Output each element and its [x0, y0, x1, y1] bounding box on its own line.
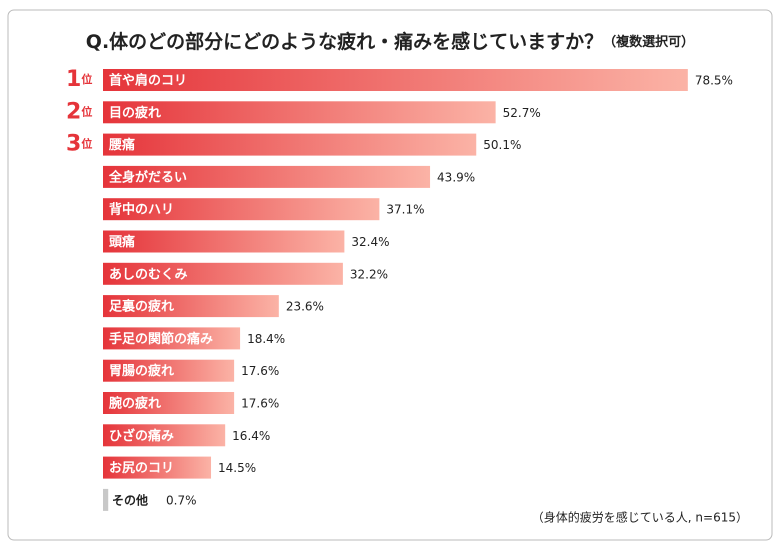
value-label: 37.1%	[386, 203, 424, 217]
bar	[103, 165, 431, 188]
value-label: 50.1%	[483, 138, 521, 152]
subtitle: （複数選択可）	[603, 34, 694, 50]
category-label: 目の疲れ	[109, 105, 161, 121]
value-label: 43.9%	[437, 170, 475, 184]
rank-number: 1	[66, 67, 81, 92]
bar	[103, 101, 496, 124]
value-label: 17.6%	[241, 397, 279, 411]
bar	[103, 295, 279, 318]
rank-label: 1位	[66, 67, 92, 92]
value-label: 23.6%	[286, 300, 324, 314]
rank-label: 2位	[66, 99, 92, 124]
value-label: 32.4%	[351, 235, 389, 249]
bar	[103, 133, 477, 156]
rank-label: 3位	[66, 132, 92, 157]
value-label: 0.7%	[166, 493, 197, 507]
category-label: 足裏の疲れ	[109, 299, 174, 315]
value-label: 18.4%	[247, 332, 285, 346]
category-label: 腰痛	[108, 137, 135, 153]
rank-number: 2	[66, 99, 81, 124]
category-label: その他	[112, 492, 148, 507]
category-label: 全身がだるい	[108, 169, 187, 185]
category-label: あしのむくみ	[109, 267, 188, 282]
bar	[103, 359, 235, 382]
rank-suffix: 位	[81, 72, 92, 86]
rank-suffix: 位	[81, 104, 92, 118]
category-label: ひざの痛み	[109, 428, 174, 444]
value-label: 32.2%	[350, 267, 388, 281]
bar	[103, 230, 345, 253]
category-label: 腕の疲れ	[109, 396, 161, 412]
category-label: 手足の関節の痛み	[109, 331, 213, 347]
value-label: 78.5%	[695, 74, 733, 88]
category-label: 背中のハリ	[109, 202, 174, 218]
bar	[103, 198, 380, 221]
value-label: 17.6%	[241, 364, 279, 378]
category-label: お尻のコリ	[109, 461, 174, 476]
note: （身体的疲労を感じている人, n=615）	[532, 510, 748, 525]
rank-number: 3	[66, 132, 81, 157]
bar	[103, 488, 109, 511]
value-label: 16.4%	[232, 429, 270, 443]
category-label: 胃腸の疲れ	[109, 363, 174, 379]
value-label: 52.7%	[503, 106, 541, 120]
bar	[103, 424, 226, 447]
title-main: Q.体のどの部分にどのような疲れ・痛みを感じていますか？	[86, 30, 603, 53]
bar	[103, 69, 688, 91]
category-label: 頭痛	[109, 234, 135, 250]
bar	[103, 456, 212, 479]
chart-title: Q.体のどの部分にどのような疲れ・痛みを感じていますか？（複数選択可）	[86, 30, 694, 53]
value-label: 14.5%	[218, 461, 256, 475]
bar	[103, 262, 343, 285]
bar	[103, 392, 235, 414]
bar	[103, 327, 241, 350]
rank-suffix: 位	[81, 137, 92, 151]
category-label: 首や肩のコリ	[109, 73, 187, 89]
